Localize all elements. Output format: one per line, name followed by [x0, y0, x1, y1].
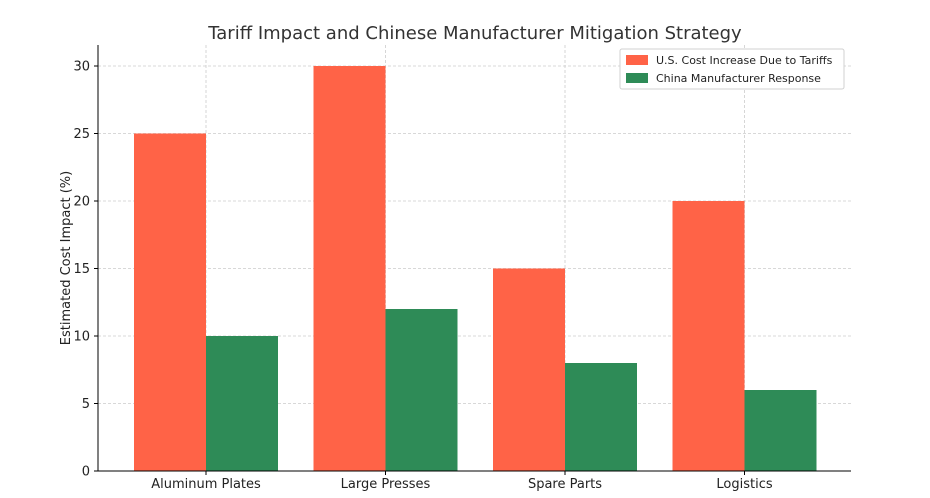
y-tick-label: 25	[73, 127, 90, 142]
legend: U.S. Cost Increase Due to Tariffs China …	[619, 48, 845, 90]
y-tick-label: 10	[73, 330, 90, 345]
y-tick-label: 30	[73, 60, 90, 75]
bar-response	[744, 390, 817, 471]
legend-label-response: China Manufacturer Response	[656, 72, 821, 85]
legend-swatch-tariffs	[626, 55, 648, 65]
chart-title: Tariff Impact and Chinese Manufacturer M…	[207, 23, 742, 44]
x-tick-label: Large Presses	[341, 477, 431, 492]
legend-box	[619, 48, 845, 90]
y-tick-label: 5	[82, 397, 90, 412]
bar-response	[385, 309, 458, 471]
x-tick-label: Aluminum Plates	[151, 477, 261, 492]
bar-response	[206, 336, 278, 471]
legend-label-tariffs: U.S. Cost Increase Due to Tariffs	[656, 54, 833, 67]
bar-tariffs	[134, 133, 206, 471]
legend-swatch-response	[626, 73, 648, 83]
y-tick-label: 15	[73, 262, 90, 277]
axes	[97, 45, 851, 472]
bars	[134, 66, 817, 471]
bar-tariffs	[493, 268, 565, 471]
y-ticks: 0 5 10 15 20 25 30	[73, 60, 98, 480]
bar-response	[565, 363, 637, 471]
y-tick-label: 0	[82, 465, 90, 480]
y-axis-label: Estimated Cost Impact (%)	[59, 171, 74, 345]
bar-tariffs	[313, 66, 386, 471]
x-tick-label: Logistics	[716, 477, 772, 492]
x-ticks: Aluminum Plates Large Presses Spare Parts L…	[151, 471, 773, 492]
bar-tariffs	[672, 201, 745, 471]
y-tick-label: 20	[73, 195, 90, 210]
x-tick-label: Spare Parts	[528, 477, 602, 492]
